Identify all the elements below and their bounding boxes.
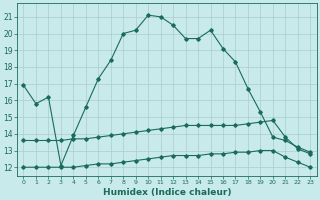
X-axis label: Humidex (Indice chaleur): Humidex (Indice chaleur)	[103, 188, 231, 197]
